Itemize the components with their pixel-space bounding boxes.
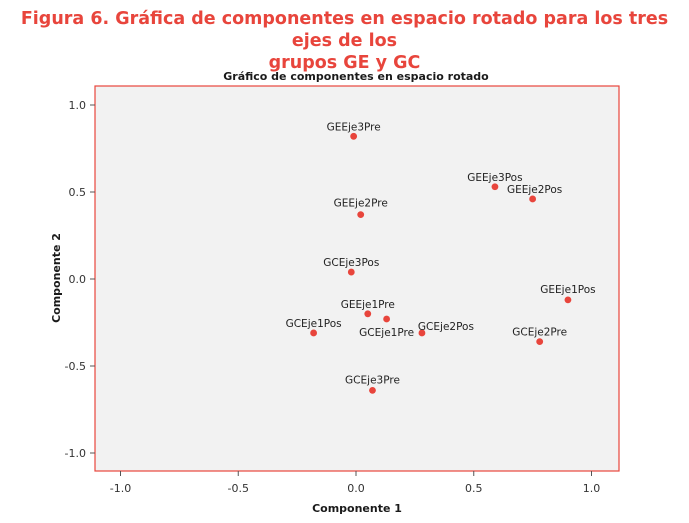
x-tick-label: -0.5 bbox=[228, 482, 249, 495]
data-point-label: GCEje1Pre bbox=[359, 327, 414, 339]
figure-title: Figura 6. Gráfica de componentes en espa… bbox=[0, 8, 689, 74]
y-tick-label: -0.5 bbox=[65, 360, 86, 373]
data-point bbox=[491, 183, 499, 191]
data-point-label: GEEje1Pos bbox=[540, 284, 595, 296]
plot-area bbox=[94, 85, 620, 472]
figure-title-line-2: grupos GE y GC bbox=[268, 53, 421, 73]
y-axis-label: Componente 2 bbox=[50, 233, 63, 323]
data-point bbox=[536, 338, 544, 346]
data-point bbox=[369, 386, 376, 394]
data-point-label: GEEje2Pre bbox=[334, 198, 388, 210]
data-point bbox=[529, 195, 537, 203]
x-tick-label: 1.0 bbox=[583, 482, 601, 495]
y-tick-label: 0.5 bbox=[69, 186, 87, 199]
data-point bbox=[357, 211, 365, 219]
data-point-label: GEEje2Pos bbox=[507, 184, 562, 196]
data-point bbox=[383, 315, 391, 323]
chart-title: Gráfico de componentes en espacio rotado bbox=[223, 70, 489, 83]
data-point bbox=[310, 329, 318, 337]
x-axis: -1.0 -0.5 0.0 0.5 1.0 bbox=[110, 471, 600, 495]
data-point-label: GEEje3Pos bbox=[467, 172, 522, 184]
data-point bbox=[418, 329, 426, 337]
data-point-label: GCEje2Pre bbox=[512, 327, 567, 339]
x-tick-label: 0.0 bbox=[347, 482, 365, 495]
data-point-label: GCEje2Pos bbox=[418, 321, 474, 333]
data-point bbox=[347, 268, 355, 276]
data-point-label: GCEje1Pos bbox=[286, 318, 342, 330]
data-point-label: GEEje3Pre bbox=[327, 121, 381, 133]
y-tick-label: -1.0 bbox=[65, 447, 86, 460]
y-tick-label: 0.0 bbox=[69, 273, 87, 286]
x-axis-label: Componente 1 bbox=[312, 502, 402, 515]
y-tick-label: 1.0 bbox=[69, 99, 87, 112]
data-point bbox=[350, 132, 358, 140]
y-axis: 1.0 0.5 0.0 -0.5 -1.0 bbox=[65, 99, 95, 460]
data-point-label: GCEje3Pos bbox=[323, 257, 379, 269]
data-point-label: GEEje1Pre bbox=[341, 299, 395, 311]
data-point bbox=[364, 310, 372, 318]
figure-title-line-1: Figura 6. Gráfica de componentes en espa… bbox=[20, 9, 669, 51]
data-point-label: GCEje3Pre bbox=[345, 374, 400, 386]
x-tick-label: -1.0 bbox=[110, 482, 131, 495]
x-tick-label: 0.5 bbox=[465, 482, 483, 495]
data-point bbox=[564, 296, 572, 304]
